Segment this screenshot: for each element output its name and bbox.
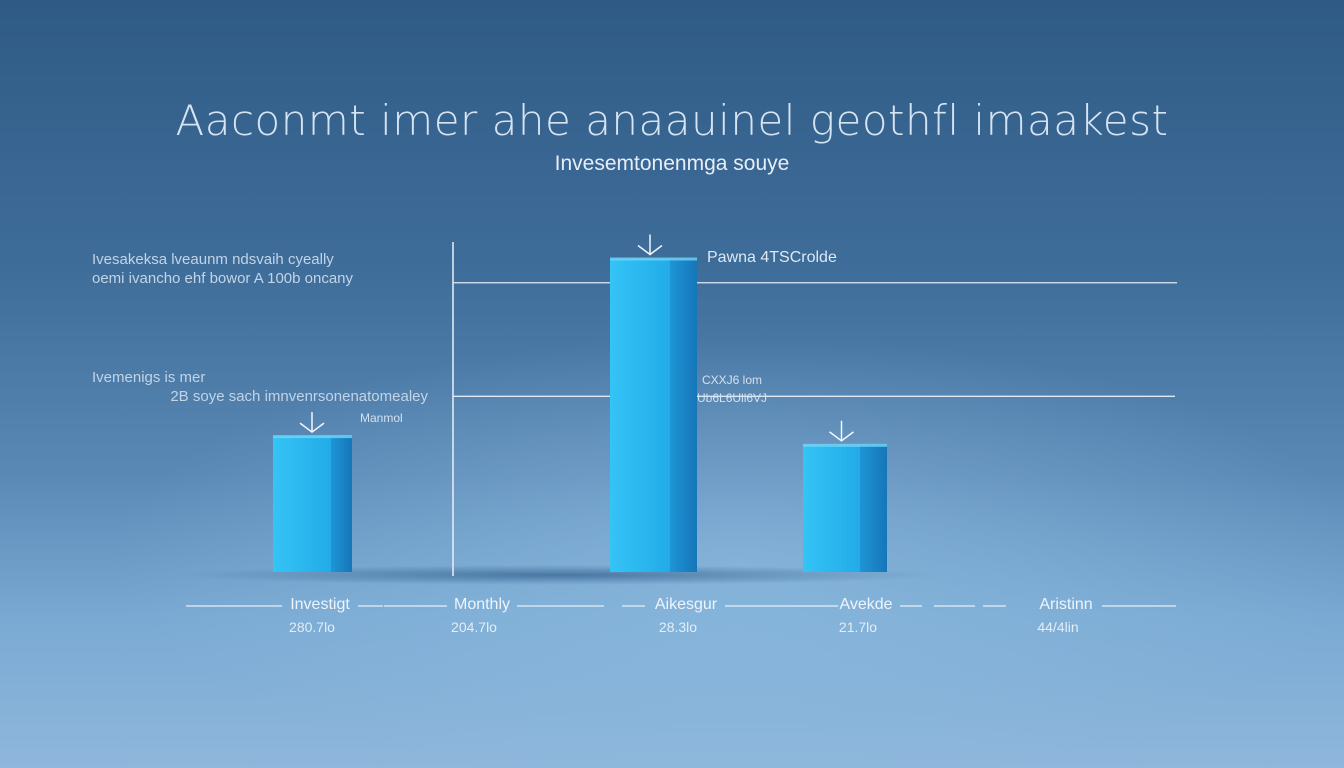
bar-arrow-head-0 (299, 422, 325, 434)
note-mid-left: Ivemenigs is mer 2B soye sach imnvenrson… (92, 368, 428, 406)
value-label-0: 280.7lo (289, 619, 335, 635)
bar-side-2 (860, 444, 887, 572)
floor-shadow (180, 565, 940, 585)
bar-side-0 (331, 436, 352, 572)
bar-investigt (273, 412, 352, 572)
x-tick-label-0: Investigt (290, 596, 350, 613)
value-label-4: 44/4lin (1037, 619, 1078, 635)
chart-subtitle: Invesemtonenmga souye (554, 152, 790, 175)
x-tick-label-1: Monthly (454, 596, 510, 613)
bar-front-2 (803, 444, 860, 572)
note-mid-left-line1: Ivemenigs is mer (92, 369, 206, 386)
bars-group (273, 234, 887, 572)
note-mid-left-line2: 2B soye sach imnvenrsonenatomealey (170, 388, 428, 405)
x-tick-label-3: Avekde (839, 596, 892, 613)
note-top-left-line1: Ivesakeksa lveaunm ndsvaih cyeally (92, 251, 334, 268)
note-top-left: Ivesakeksa lveaunm ndsvaih cyeally oemi … (92, 250, 353, 288)
bar-top-1 (610, 257, 697, 261)
bar-arrow-head-2 (829, 431, 854, 442)
bar-side-1 (670, 258, 697, 572)
note-top-left-line2: oemi ivancho ehf bowor A 100b oncany (92, 270, 354, 287)
bar-top-2 (803, 443, 887, 447)
bar-arrow-head-1 (637, 244, 663, 256)
bar-aikesgur (610, 234, 697, 572)
value-label-3: 21.7lo (839, 619, 877, 635)
annotation-mid-top: CXXJ6 lom (702, 373, 762, 387)
chart-title: Aaconmt imer ahe anaauinel geothfl imaak… (175, 96, 1169, 145)
x-axis: Investigt 280.7lo Monthly 204.7lo Aikesgur 28… (186, 596, 1176, 635)
annotation-peak: Pawna 4TSCrolde (707, 249, 837, 266)
x-tick-label-2: Aikesgur (655, 596, 718, 613)
bar-top-0 (273, 435, 352, 439)
bar-front-1 (610, 258, 670, 572)
gridlines (453, 282, 1177, 397)
annotation-left-bar: Manmol (360, 411, 403, 425)
value-label-1: 204.7lo (451, 619, 497, 635)
value-label-2: 28.3lo (659, 619, 697, 635)
bar-front-0 (273, 436, 331, 572)
annotation-mid-bottom: Ub6L6Ull6VJ (697, 391, 767, 405)
bar-avekde (803, 420, 887, 572)
x-tick-label-4: Aristinn (1039, 596, 1092, 613)
